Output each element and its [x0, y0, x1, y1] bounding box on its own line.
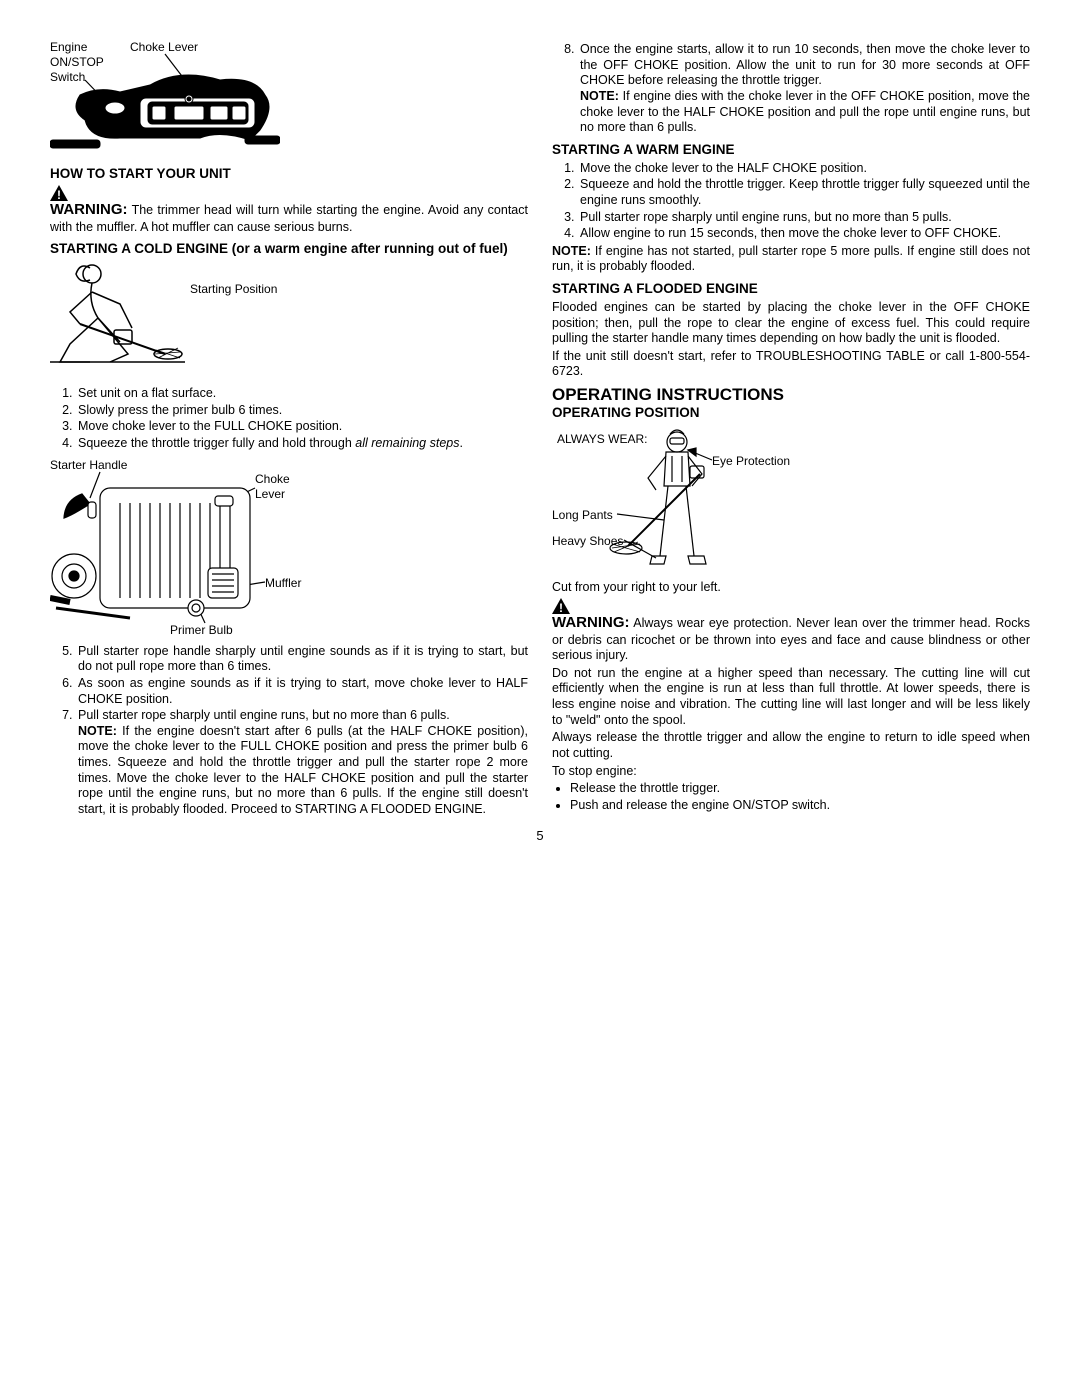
p-release: Always release the throttle trigger and … — [552, 730, 1030, 761]
step-5: Pull starter rope handle sharply until e… — [76, 644, 528, 675]
label-always-wear: ALWAYS WEAR: — [557, 432, 647, 447]
label-long-pants: Long Pants — [552, 508, 613, 523]
step-6: As soon as engine sounds as if it is try… — [76, 676, 528, 707]
stop-intro: To stop engine: — [552, 764, 1030, 780]
label-starting-position: Starting Position — [190, 282, 277, 297]
figure-starting-position: Starting Position — [50, 262, 310, 382]
stop-steps: Release the throttle trigger. Push and r… — [552, 781, 1030, 813]
cold-start-step-8: Once the engine starts, allow it to run … — [552, 42, 1030, 136]
step7-text: Pull starter rope sharply until engine r… — [78, 708, 450, 722]
step8-note: If engine dies with the choke lever in t… — [580, 89, 1030, 134]
warm-note-label: NOTE: — [552, 244, 591, 258]
cold-start-steps-5-7: Pull starter rope handle sharply until e… — [50, 644, 528, 818]
warning-icon: ! — [50, 185, 528, 201]
warm-engine-head: STARTING A WARM ENGINE — [552, 142, 1030, 159]
warm-step-2: Squeeze and hold the throttle trigger. K… — [578, 177, 1030, 208]
flooded-p1: Flooded engines can be started by placin… — [552, 300, 1030, 347]
warning2-label: WARNING: — [552, 614, 630, 631]
warning-label: WARNING: — [50, 201, 128, 218]
page-number: 5 — [50, 828, 1030, 844]
step7-note: If the engine doesn't start after 6 pull… — [78, 724, 528, 816]
kneeling-figure-svg — [50, 262, 185, 372]
label-starter-handle: Starter Handle — [50, 458, 127, 473]
how-to-start-head: HOW TO START YOUR UNIT — [50, 166, 528, 183]
left-column: Engine ON/STOP Switch Choke Lever — [50, 40, 528, 820]
label-heavy-shoes: Heavy Shoes — [552, 534, 623, 549]
operating-instructions-head: OPERATING INSTRUCTIONS — [552, 384, 1030, 405]
cold-start-steps-1-4: Set unit on a flat surface. Slowly press… — [50, 386, 528, 452]
p-high-speed: Do not run the engine at a higher speed … — [552, 666, 1030, 729]
step-4: Squeeze the throttle trigger fully and h… — [76, 436, 528, 452]
label-choke-lever-side: Choke Lever — [255, 472, 305, 502]
label-eye-protection: Eye Protection — [712, 454, 790, 469]
warm-note: NOTE: If engine has not started, pull st… — [552, 244, 1030, 275]
cut-direction: Cut from your right to your left. — [552, 580, 1030, 596]
operator-figure-svg — [552, 426, 812, 576]
two-column-layout: Engine ON/STOP Switch Choke Lever — [50, 40, 1030, 820]
step8-note-label: NOTE: — [580, 89, 619, 103]
label-primer-bulb: Primer Bulb — [170, 623, 233, 638]
operating-position-head: OPERATING POSITION — [552, 405, 1030, 422]
step-2: Slowly press the primer bulb 6 times. — [76, 403, 528, 419]
cold-engine-head: STARTING A COLD ENGINE (or a warm engine… — [50, 241, 528, 258]
step-8: Once the engine starts, allow it to run … — [578, 42, 1030, 136]
step8-text: Once the engine starts, allow it to run … — [580, 42, 1030, 87]
warm-note-text: If engine has not started, pull starter … — [552, 244, 1030, 274]
warning-icon: ! — [552, 598, 1030, 614]
flooded-head: STARTING A FLOODED ENGINE — [552, 281, 1030, 298]
step-3: Move choke lever to the FULL CHOKE posit… — [76, 419, 528, 435]
label-choke-lever-top: Choke Lever — [130, 40, 198, 55]
svg-text:!: ! — [559, 601, 563, 614]
flooded-p2: If the unit still doesn't start, refer t… — [552, 349, 1030, 380]
warm-step-4: Allow engine to run 15 seconds, then mov… — [578, 226, 1030, 242]
stop-b1: Release the throttle trigger. — [570, 781, 1030, 797]
step4-italic: all remaining steps — [355, 436, 459, 450]
figure-engine-side: Starter Handle Choke Lever Muffler Prime… — [50, 458, 310, 638]
warm-step-3: Pull starter rope sharply until engine r… — [578, 210, 1030, 226]
warning-eye-protection: ! WARNING: Always wear eye protection. N… — [552, 598, 1030, 664]
step-7: Pull starter rope sharply until engine r… — [76, 708, 528, 817]
step7-note-label: NOTE: — [78, 724, 117, 738]
step4-prefix: Squeeze the throttle trigger fully and h… — [78, 436, 355, 450]
warning-cold-start: ! WARNING: The trimmer head will turn wh… — [50, 185, 528, 235]
figure-operating-position: ALWAYS WEAR: Eye Protection Long Pants H… — [552, 426, 812, 576]
right-column: Once the engine starts, allow it to run … — [552, 40, 1030, 820]
label-muffler: Muffler — [265, 576, 301, 591]
warm-step-1: Move the choke lever to the HALF CHOKE p… — [578, 161, 1030, 177]
stop-b2: Push and release the engine ON/STOP swit… — [570, 798, 1030, 814]
figure-engine-top: Engine ON/STOP Switch Choke Lever — [50, 40, 280, 160]
label-engine-switch: Engine ON/STOP Switch — [50, 40, 120, 85]
step-1: Set unit on a flat surface. — [76, 386, 528, 402]
svg-text:!: ! — [57, 188, 61, 201]
warm-engine-steps: Move the choke lever to the HALF CHOKE p… — [552, 161, 1030, 242]
